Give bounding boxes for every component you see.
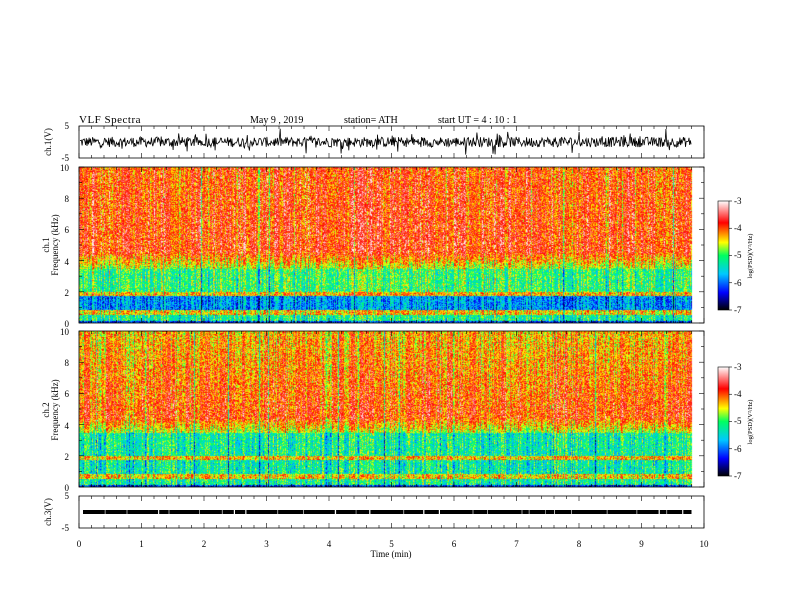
time-tick-label: 1 [139,539,144,549]
ch3-trace-segment [200,510,222,514]
ch1-cb-tick-m7: -7 [734,305,742,315]
ch2-ytick-2: 2 [65,452,70,462]
time-tick-label: 9 [639,539,644,549]
ch2-ytick-6: 6 [65,389,70,399]
ch2-cb-tick-m7: -7 [734,471,742,481]
ch3-trace-segment [667,510,683,514]
ch3-trace-segment [607,510,637,514]
time-tick-label: 5 [389,539,394,549]
ch1-frequency-label: Frequency (kHz) [50,214,60,275]
ch3-trace-segment [488,510,522,514]
ch3-trace-segment [105,510,127,514]
ch2-cb-tick-m6: -6 [734,444,742,454]
ch3-trace-segment [473,510,488,514]
ch3-ytick-bottom: -5 [62,523,70,533]
figure-title: VLF Spectra [79,114,141,126]
time-tick-label: 6 [452,539,457,549]
station-label: station= ATH [344,115,398,126]
ch1-spectrogram-panel: 0 2 4 6 8 10 ch.1 Frequency (kHz) [41,163,705,329]
ch3-trace-segment [370,510,404,514]
ch1-cb-tick-m3: -3 [734,196,742,206]
ch1-ytick-4: 4 [65,257,70,267]
ch1-ytick-8: 8 [65,194,70,204]
ch3-waveform-trace [83,510,692,514]
ch3-trace-segment [222,510,234,514]
ch3-trace-segment [169,510,200,514]
ch2-ytick-10: 10 [60,327,70,337]
ch1-waveform-panel: 5 -5 ch.1(V) [43,121,705,163]
ch3-waveform-panel: 5 -5 ch.3(V) 0 1 2 3 4 5 6 7 8 9 10 Time (min) [43,491,709,559]
time-tick-label: 0 [77,539,82,549]
ch1-spectrogram-ticks [78,166,705,324]
start-time-label: start UT = 4 : 10 : 1 [438,115,517,126]
time-tick-label: 8 [577,539,582,549]
ch3-trace-segment [571,510,607,514]
ch1-ytick-10: 10 [60,163,70,173]
ch1-cb-tick-m6: -6 [734,278,742,288]
ch3-trace-segment [522,510,529,514]
ch3-trace-segment [440,510,473,514]
ch1-colorbar: -3 -4 -5 -6 -7 log(PSD)(V²/Hz) [717,196,754,315]
time-tick-label: 2 [202,539,207,549]
ch2-ytick-4: 4 [65,421,70,431]
ch1-cb-tick-m4: -4 [734,223,742,233]
ch3-trace-segment [545,510,555,514]
ch2-colorbar: -3 -4 -5 -6 -7 log(PSD)(V²/Hz) [717,362,754,481]
ch3-trace-segment [159,510,169,514]
time-axis-tick-labels: 0 1 2 3 4 5 6 7 8 9 10 [77,539,709,549]
ch1-channel-label: ch.1 [41,237,51,252]
ch1-ytick-bottom: -5 [62,153,70,163]
ch1-colorbar-ticks [729,200,732,311]
ch3-trace-segment [127,510,159,514]
ch1-colorbar-gradient [717,200,730,311]
ch2-ytick-8: 8 [65,358,70,368]
ch3-time-ticks [78,496,705,528]
ch1-waveform-trace [79,128,692,155]
ch1-cb-tick-m5: -5 [734,250,742,260]
time-tick-label: 3 [264,539,269,549]
ch3-trace-segment [404,510,424,514]
ch2-cb-tick-m5: -5 [734,416,742,426]
ch3-trace-segment [356,510,370,514]
ch3-trace-segment [659,510,667,514]
ch3-trace-segment [336,510,356,514]
ch3-trace-segment [278,510,304,514]
ch2-cb-tick-m3: -3 [734,362,742,372]
ch3-trace-segment [555,510,571,514]
time-tick-label: 4 [327,539,332,549]
ch2-spectrogram-ticks [78,330,705,488]
ch2-colorbar-gradient [717,366,730,477]
ch3-trace-segment [83,510,105,514]
ch2-colorbar-label: log(PSD)(V²/Hz) [747,400,754,445]
ch1-ytick-2: 2 [65,288,70,298]
ch3-ytick-top: 5 [65,491,70,501]
ch3-trace-segment [424,510,439,514]
ch3-trace-segment [246,510,278,514]
ch1-ytick-top: 5 [65,121,70,131]
ch2-cb-tick-m4: -4 [734,389,742,399]
ch2-spectrogram-image [79,331,704,487]
time-tick-label: 7 [514,539,519,549]
ch3-trace-segment [529,510,546,514]
ch3-trace-segment [637,510,659,514]
ch1-waveform-time-ticks [78,126,705,158]
ch3-trace-segment [235,510,246,514]
ch2-colorbar-ticks [729,366,732,477]
time-axis-label: Time (min) [371,549,412,559]
ch3-waveform-ylabel: ch.3(V) [43,498,53,526]
ch3-trace-segment [303,510,335,514]
ch1-spectrogram-image [79,167,704,323]
ch2-channel-label: ch.2 [41,402,51,417]
ch1-waveform-ylabel: ch.1(V) [43,128,53,156]
ch1-colorbar-label: log(PSD)(V²/Hz) [747,234,754,279]
ch1-ytick-6: 6 [65,225,70,235]
ch3-trace-segment [683,510,692,514]
ch2-spectrogram-panel: 0 2 4 6 8 10 ch.2 Frequency (kHz) [41,327,705,493]
date-label: May 9 , 2019 [250,115,303,126]
ch2-ytick-0: 0 [65,483,70,493]
time-tick-label: 10 [700,539,710,549]
ch1-ytick-0: 0 [65,319,70,329]
ch2-frequency-label: Frequency (kHz) [50,379,60,440]
